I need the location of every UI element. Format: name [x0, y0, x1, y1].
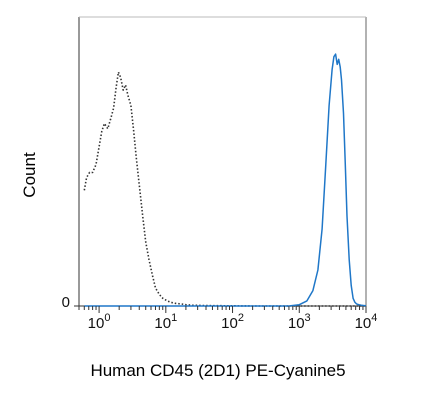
tick-layer: 100 101 102 103 104 0	[62, 294, 378, 332]
plot-frame	[78, 16, 367, 307]
control-histogram-line	[83, 71, 366, 307]
stained-histogram-line	[84, 53, 367, 307]
x-tick-label: 100	[88, 312, 111, 332]
y-axis-title: Count	[20, 152, 39, 198]
x-tick-label: 102	[221, 312, 244, 332]
x-tick-label: 101	[154, 312, 177, 332]
x-tick-label: 104	[355, 312, 378, 332]
series-layer	[83, 53, 367, 307]
y-tick-label: 0	[62, 294, 70, 311]
x-tick-label: 103	[288, 312, 311, 332]
x-axis-title: Human CD45 (2D1) PE-Cyanine5	[90, 361, 345, 380]
